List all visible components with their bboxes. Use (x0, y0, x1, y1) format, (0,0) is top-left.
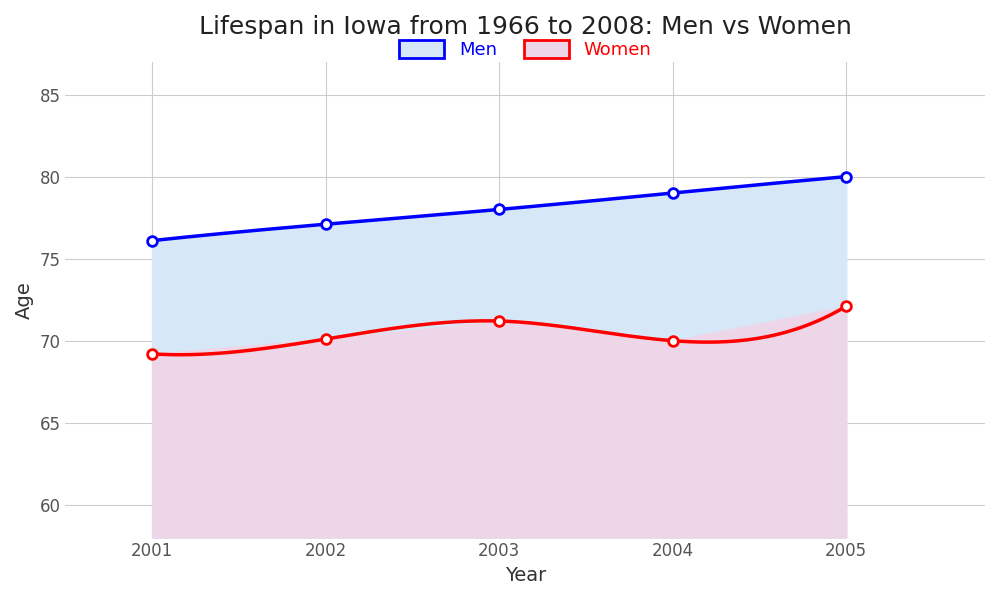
Title: Lifespan in Iowa from 1966 to 2008: Men vs Women: Lifespan in Iowa from 1966 to 2008: Men … (199, 15, 852, 39)
X-axis label: Year: Year (505, 566, 546, 585)
Y-axis label: Age: Age (15, 281, 34, 319)
Legend: Men, Women: Men, Women (392, 33, 658, 67)
